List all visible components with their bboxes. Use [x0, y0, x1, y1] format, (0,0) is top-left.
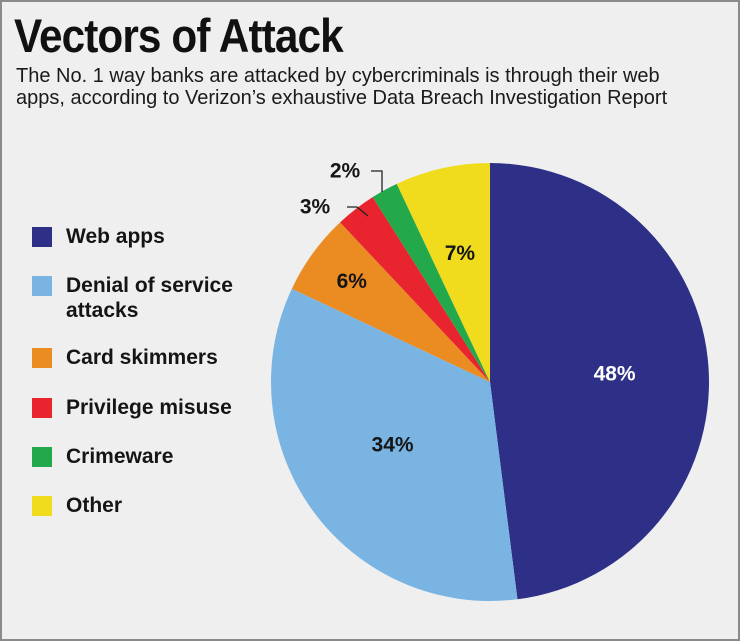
- slice-label-card-skimmers: 6%: [337, 270, 368, 293]
- pie-slice-card-skimmers: [291, 222, 490, 382]
- leader-lines: [347, 170, 383, 217]
- pie-slice-privilege-misuse: [340, 197, 490, 382]
- legend-label-privilege-misuse: Privilege misuse: [66, 396, 232, 419]
- legend-item-privilege-misuse: Privilege misuse: [32, 395, 256, 420]
- legend-item-denial-of-service: Denial of service attacks: [32, 273, 256, 323]
- slice-label-privilege-misuse: 3%: [300, 196, 331, 219]
- slice-label-other: 7%: [445, 242, 476, 265]
- pie-slices: [270, 163, 709, 601]
- legend-item-other: Other: [32, 493, 256, 518]
- leader-line-privilege-misuse: [347, 206, 369, 217]
- pie-slice-web-apps: [490, 163, 709, 600]
- slice-label-web-apps: 48%: [594, 363, 636, 386]
- legend-item-web-apps: Web apps: [32, 224, 256, 249]
- legend-swatch-crimeware: [32, 447, 52, 467]
- pie-slice-other: [396, 163, 490, 382]
- legend-swatch-privilege-misuse: [32, 398, 52, 418]
- legend-item-crimeware: Crimeware: [32, 444, 256, 469]
- legend-label-denial-of-service: Denial of service attacks: [66, 274, 233, 322]
- legend-item-card-skimmers: Card skimmers: [32, 345, 256, 370]
- legend-swatch-card-skimmers: [32, 348, 52, 368]
- legend-label-card-skimmers: Card skimmers: [66, 346, 218, 369]
- pie-slice-denial-of-service: [270, 288, 518, 601]
- chart-subtitle: The No. 1 way banks are attacked by cybe…: [16, 65, 668, 109]
- legend-label-web-apps: Web apps: [66, 225, 165, 248]
- slice-label-denial-of-service: 34%: [372, 433, 414, 456]
- pie-slice-crimeware: [372, 183, 490, 382]
- slice-label-crimeware: 2%: [330, 160, 361, 183]
- leader-line-crimeware: [371, 170, 383, 192]
- legend-label-crimeware: Crimeware: [66, 445, 174, 468]
- chart-title: Vectors of Attack: [14, 9, 344, 62]
- legend-swatch-web-apps: [32, 227, 52, 247]
- legend-swatch-other: [32, 496, 52, 516]
- legend-swatch-denial-of-service: [32, 276, 52, 296]
- slice-labels: 48% 34% 6% 3% 2% 7%: [300, 160, 636, 457]
- legend-label-other: Other: [66, 494, 123, 517]
